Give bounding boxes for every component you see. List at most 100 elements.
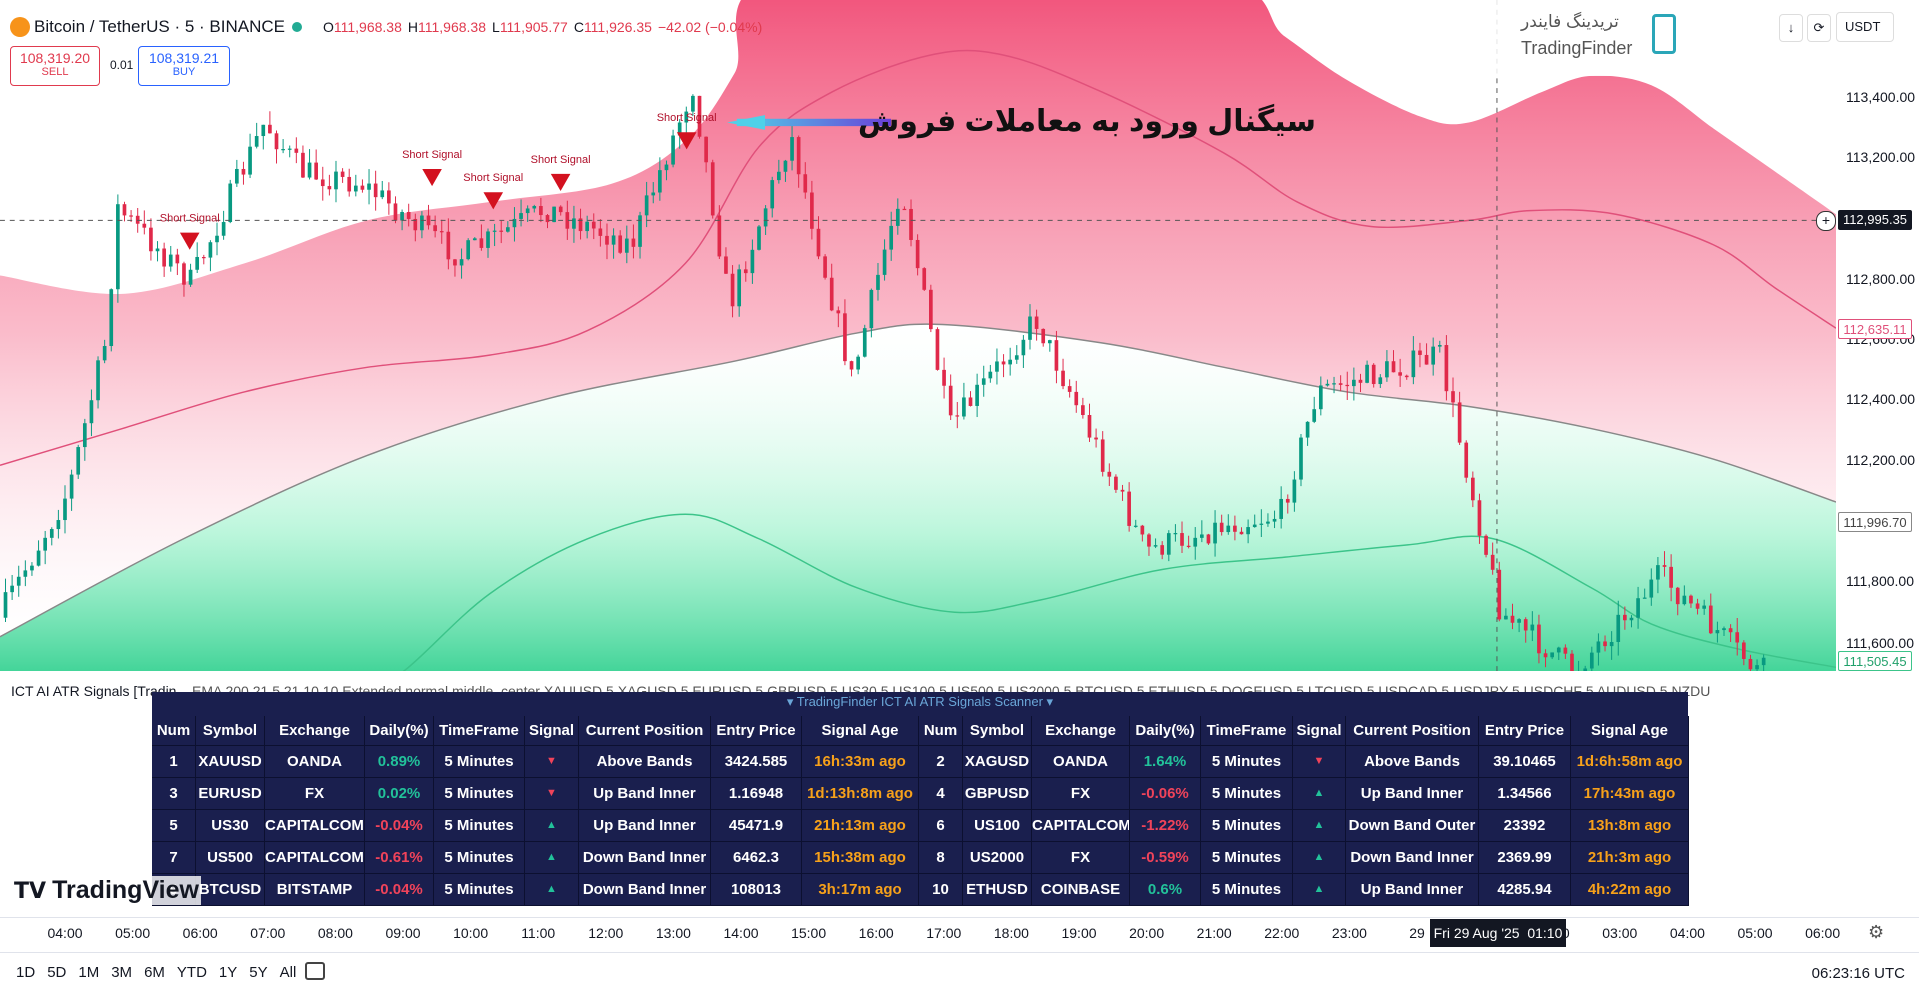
candle-body <box>1140 525 1145 535</box>
candle-body <box>268 124 272 134</box>
candle-body <box>591 221 596 229</box>
symbol[interactable]: Bitcoin / TetherUS · 5 · BINANCE <box>34 17 285 36</box>
currency-select[interactable]: USDT <box>1836 12 1894 42</box>
table-cell: Up Band Inner <box>1346 874 1479 906</box>
candle-body <box>221 222 226 236</box>
table-cell: -0.61% <box>365 842 434 874</box>
time-tick-label: 20:00 <box>1129 925 1165 941</box>
candle-body <box>558 206 563 213</box>
table-cell: 8 <box>919 842 963 874</box>
table-cell: Up Band Inner <box>579 778 711 810</box>
candle-body <box>1437 345 1442 347</box>
candle-body <box>23 570 28 577</box>
candle-body <box>1345 384 1350 387</box>
timeframe-button[interactable]: 1Y <box>218 964 238 981</box>
candle-body <box>1107 471 1112 477</box>
signal-marker <box>550 173 571 192</box>
candle-body <box>697 95 702 137</box>
table-cell: 45471.9 <box>711 810 802 842</box>
candle-body <box>704 136 708 163</box>
signal-label: Short Signal <box>160 213 220 225</box>
timeframe-button[interactable]: 3M <box>111 964 133 981</box>
candle-body <box>1385 361 1389 378</box>
candle-body <box>492 230 497 232</box>
candle-body <box>658 170 662 193</box>
table-cell: 5 Minutes <box>434 874 525 906</box>
sell-button[interactable]: 108,319.20 SELL <box>10 46 100 86</box>
chart-area[interactable]: Short Signal Short Signal Short Signal Shor… <box>0 0 1836 671</box>
candle-body <box>1629 617 1634 621</box>
table-cell: Above Bands <box>579 746 711 778</box>
timeframe-button[interactable]: 5Y <box>249 964 268 981</box>
candle-body <box>948 385 953 416</box>
candle-body <box>1206 534 1211 544</box>
table-cell: FX <box>1032 778 1130 810</box>
middle-band-price: 111,996.70 <box>1838 512 1912 532</box>
candle-body <box>1728 628 1733 633</box>
add-alert[interactable]: + <box>1816 211 1836 231</box>
candle-body <box>387 190 391 204</box>
candle-body <box>215 235 219 243</box>
change: −42.02 (−0.04%) <box>657 19 763 35</box>
signal-marker <box>422 168 442 187</box>
candle-body <box>506 227 510 232</box>
candle-body <box>433 225 437 232</box>
candle-body <box>1100 439 1105 472</box>
table-cell: US2000 <box>963 842 1032 874</box>
candle-body <box>737 269 742 307</box>
candle-body <box>1623 614 1627 621</box>
timeframe-button[interactable]: 6M <box>144 964 165 981</box>
candle-body <box>552 206 556 223</box>
candle-body <box>1755 665 1759 670</box>
candle-body <box>426 215 431 226</box>
price-tick-label: 112,800.00 <box>1846 271 1916 287</box>
table-cell: GBPUSD <box>963 778 1032 810</box>
candles <box>3 94 1766 671</box>
table-cell: 2369.99 <box>1479 842 1571 874</box>
candle-body <box>803 174 808 193</box>
table-cell: 1.16948 <box>711 778 802 810</box>
buy-button[interactable]: 108,319.21 BUY <box>138 46 230 86</box>
timeframe-button[interactable]: 5D <box>47 964 67 981</box>
candle-body <box>294 148 299 153</box>
candle-body <box>915 239 920 269</box>
candle-body <box>1008 359 1013 365</box>
table-cell: 4285.94 <box>1479 874 1571 906</box>
candle-body <box>1510 615 1515 623</box>
table-cell: 15h:38m ago <box>802 842 919 874</box>
candle-body <box>1180 533 1184 546</box>
candle-body <box>717 215 722 257</box>
clock[interactable]: 06:23:16 UTC <box>1811 965 1905 982</box>
candle-body <box>63 498 67 521</box>
timeframe-button[interactable]: YTD <box>176 964 207 981</box>
time-tick-label: 13:00 <box>655 925 691 941</box>
candle-body <box>168 254 173 267</box>
refresh-button[interactable]: ⟳ <box>1807 14 1831 42</box>
scale-button[interactable]: ↓ <box>1779 14 1803 42</box>
table-cell: Down Band Inner <box>579 874 711 906</box>
candle-body <box>195 256 200 270</box>
table-cell: 5 Minutes <box>1201 810 1293 842</box>
timeframe-button[interactable]: All <box>279 964 297 981</box>
table-cell: EURUSD <box>196 778 265 810</box>
date-range-icon[interactable] <box>305 962 325 980</box>
current-price: 112,995.35 <box>1838 210 1912 230</box>
candle-body <box>360 185 365 190</box>
timeframe-button[interactable]: 1D <box>16 964 36 981</box>
annotation-arrowhead <box>727 115 765 130</box>
settings-icon[interactable]: ⚙ <box>1868 922 1885 942</box>
column-header: Num <box>152 716 196 746</box>
time-tick-label: 05:00 <box>115 925 151 941</box>
table-cell: Up Band Inner <box>579 810 711 842</box>
table-cell: Up Band Inner <box>1346 778 1479 810</box>
candle-body <box>1457 402 1462 443</box>
timeframe-button[interactable]: 1M <box>78 964 100 981</box>
column-header: Symbol <box>196 716 265 746</box>
candle-body <box>790 137 794 161</box>
candle-body <box>909 208 913 240</box>
candle-body <box>1193 537 1198 547</box>
candle-body <box>1081 405 1085 416</box>
table-cell: CAPITALCOM <box>265 810 365 842</box>
table-cell: ▲ <box>525 874 579 906</box>
